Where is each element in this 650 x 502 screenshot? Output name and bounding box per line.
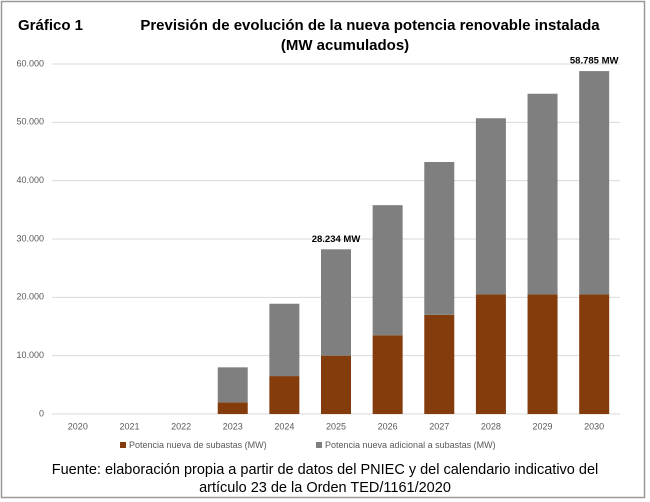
x-tick-label: 2024 (274, 421, 294, 431)
chart-title: (MW acumulados) (281, 37, 409, 54)
bar-segment (475, 118, 506, 295)
bar-segment (424, 162, 455, 315)
y-tick-label: 40.000 (16, 175, 44, 185)
x-tick-label: 2030 (584, 421, 604, 431)
x-tick-label: 2020 (68, 421, 88, 431)
y-tick-label: 60.000 (16, 58, 44, 68)
y-tick-label: 50.000 (16, 117, 44, 127)
y-tick-label: 30.000 (16, 233, 44, 243)
bar-segment (475, 294, 506, 414)
bar-segment (269, 376, 300, 414)
annotation: 28.234 MW (312, 234, 361, 245)
x-tick-label: 2023 (223, 421, 243, 431)
x-tick-label: 2029 (533, 421, 553, 431)
legend-label: Potencia nueva adicional a subastas (MW) (325, 440, 496, 450)
x-tick-label: 2022 (171, 421, 191, 431)
bar-segment (372, 205, 403, 336)
bar-segment (269, 303, 300, 377)
source-note: artículo 23 de la Orden TED/1161/2020 (199, 480, 451, 496)
figure-label: Gráfico 1 (18, 17, 83, 34)
bar-segment (217, 402, 248, 414)
annotation: 58.785 MW (570, 56, 619, 67)
legend-swatch (316, 442, 322, 448)
legend-label: Potencia nueva de subastas (MW) (129, 440, 267, 450)
bar-segment (527, 93, 558, 295)
x-tick-label: 2026 (378, 421, 398, 431)
x-tick-label: 2027 (429, 421, 449, 431)
bar-segment (321, 249, 351, 356)
bar-segment (527, 294, 558, 414)
legend-swatch (120, 442, 126, 448)
x-tick-label: 2021 (119, 421, 139, 431)
bar-segment (579, 294, 610, 414)
bar-segment (372, 335, 403, 414)
bar-segment (321, 355, 351, 414)
bar-segment (217, 367, 248, 403)
chart-title: Previsión de evolución de la nueva poten… (140, 17, 600, 34)
source-note: Fuente: elaboración propia a partir de d… (52, 462, 599, 478)
bar-segment (579, 71, 610, 295)
y-tick-label: 10.000 (16, 350, 44, 360)
x-tick-label: 2025 (326, 421, 346, 431)
y-tick-label: 0 (39, 408, 44, 418)
bar-segment (424, 314, 455, 414)
y-tick-label: 20.000 (16, 292, 44, 302)
x-tick-label: 2028 (481, 421, 501, 431)
